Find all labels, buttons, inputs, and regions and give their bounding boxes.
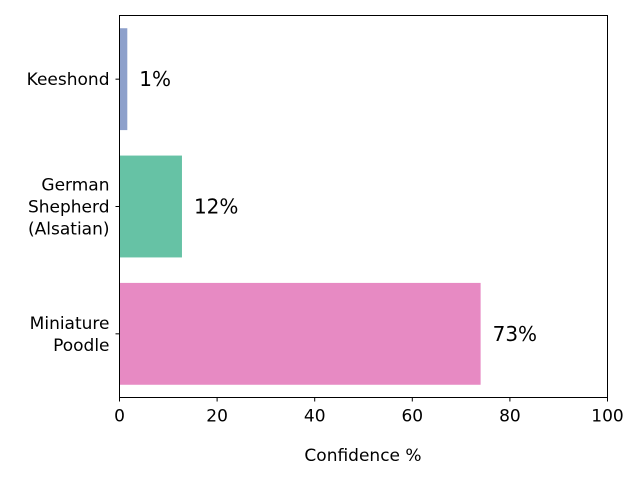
category-label: Keeshond (27, 70, 110, 90)
x-axis: 0 20 40 60 80 100 (114, 397, 624, 427)
bar-value-label: 1% (139, 67, 171, 91)
category-label-line: Miniature (30, 314, 110, 334)
bar-value-label: 73% (493, 322, 537, 346)
bar (119, 28, 128, 131)
value-labels-group: 1% 12% 73% (139, 67, 537, 346)
x-tick-label: 80 (499, 407, 521, 427)
x-tick-label: 40 (304, 407, 326, 427)
category-label-line: German (41, 176, 109, 196)
category-label: Miniature Poodle (30, 314, 110, 356)
bars-group (119, 28, 481, 385)
bar (119, 282, 481, 385)
category-label-line: (Alsatian) (28, 220, 109, 240)
x-tick-label: 20 (206, 407, 228, 427)
plot-frame (119, 15, 608, 398)
category-label: German Shepherd (Alsatian) (28, 176, 110, 240)
x-tick-label: 0 (114, 407, 125, 427)
category-label-line: Shepherd (28, 198, 110, 218)
y-axis: Keeshond German Shepherd (Alsatian) Miniatur… (27, 70, 120, 356)
bar-value-label: 12% (194, 195, 238, 219)
x-tick-label: 60 (401, 407, 423, 427)
bar (119, 155, 182, 258)
x-tick-label: 100 (591, 407, 623, 427)
category-label-line: Poodle (53, 336, 109, 356)
x-axis-title: Confidence % (304, 446, 421, 466)
category-label-line: Keeshond (27, 70, 110, 90)
